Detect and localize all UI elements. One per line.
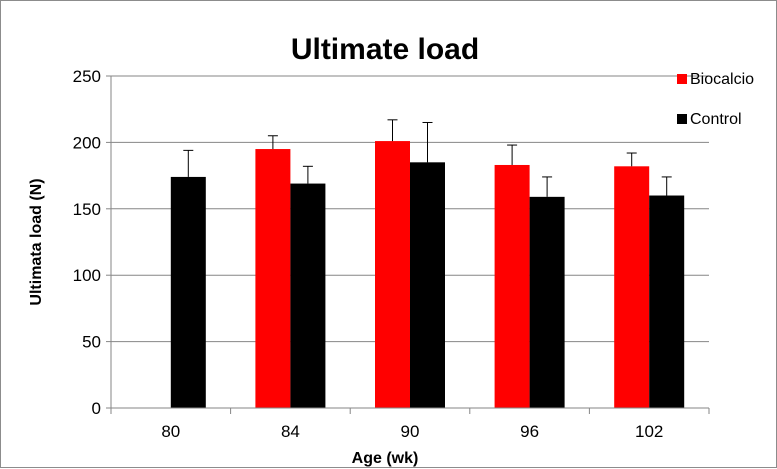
x-tick-label: 90	[401, 422, 420, 441]
y-tick-label: 100	[73, 266, 101, 285]
legend: Biocalcio Control	[677, 71, 754, 128]
x-axis-label: Age (wk)	[352, 450, 419, 467]
bar-biocalcio-84	[255, 149, 291, 409]
legend-swatch-control	[677, 114, 687, 124]
y-tick-labels: 0 50 100 150 200 250	[73, 67, 101, 418]
bar-biocalcio-96	[494, 164, 530, 408]
bar-biocalcio-102	[614, 166, 650, 408]
error-bars	[183, 119, 672, 197]
legend-label-control: Control	[690, 111, 742, 128]
x-tick-labels: 80 84 90 96 102	[161, 422, 663, 441]
axes	[106, 75, 710, 414]
x-tick-label: 102	[635, 422, 663, 441]
x-tick-label: 84	[281, 422, 300, 441]
bars	[170, 141, 685, 409]
y-tick-label: 150	[73, 200, 101, 219]
y-tick-label: 250	[73, 67, 101, 86]
chart-title: Ultimate load	[291, 33, 479, 66]
y-axis-label: Ultimata load (N)	[28, 178, 45, 305]
legend-label-biocalcio: Biocalcio	[690, 71, 754, 88]
bar-control-84	[290, 183, 326, 408]
x-tick-label: 96	[520, 422, 539, 441]
legend-swatch-biocalcio	[677, 74, 687, 84]
y-tick-label: 50	[82, 333, 101, 352]
bar-control-80	[170, 176, 206, 408]
bar-control-96	[529, 196, 565, 408]
y-tick-label: 200	[73, 133, 101, 152]
y-tick-label: 0	[92, 399, 101, 418]
x-tick-label: 80	[161, 422, 180, 441]
bar-biocalcio-90	[375, 141, 410, 408]
bar-control-90	[410, 162, 445, 408]
bar-control-102	[649, 195, 685, 408]
